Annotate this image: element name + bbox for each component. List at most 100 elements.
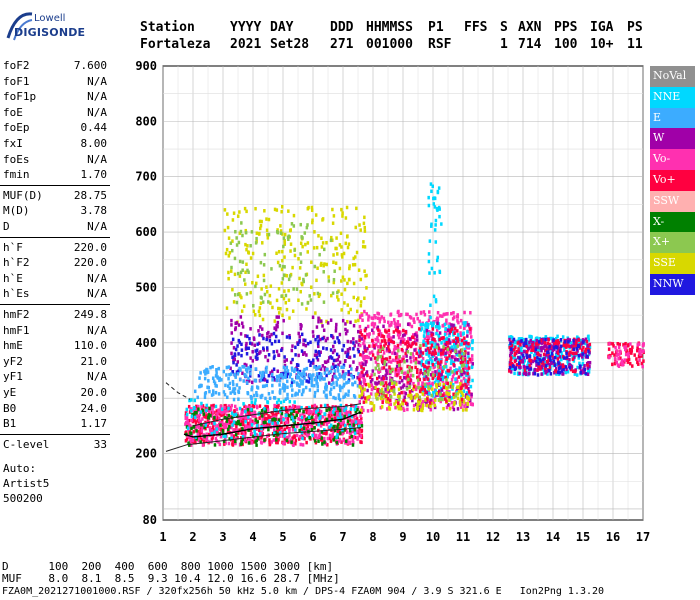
data-point: [384, 387, 387, 392]
data-point: [266, 348, 269, 352]
data-point: [340, 292, 343, 296]
data-point: [444, 362, 447, 366]
data-point: [526, 365, 529, 370]
data-point: [429, 341, 432, 345]
data-point: [511, 364, 515, 368]
data-point: [401, 333, 405, 338]
data-point: [272, 438, 275, 442]
data-point: [342, 422, 345, 427]
data-point: [416, 352, 420, 356]
data-point: [343, 423, 347, 428]
data-point: [266, 408, 270, 412]
data-point: [223, 406, 226, 410]
data-point: [460, 397, 464, 402]
data-point: [359, 315, 362, 320]
data-point: [256, 436, 260, 441]
data-point: [469, 384, 473, 389]
data-point: [267, 373, 271, 378]
data-point: [437, 333, 441, 338]
data-point: [223, 425, 226, 429]
data-point: [338, 266, 342, 271]
data-point: [215, 371, 218, 375]
data-point: [412, 407, 416, 412]
data-point: [396, 323, 400, 327]
data-point: [445, 377, 448, 382]
data-point: [219, 427, 222, 431]
data-point: [256, 356, 259, 361]
data-point: [380, 387, 384, 392]
data-point: [402, 398, 405, 403]
data-point: [287, 237, 290, 241]
data-point: [197, 404, 200, 409]
data-point: [303, 376, 306, 381]
data-point: [295, 413, 298, 418]
data-point: [461, 393, 465, 397]
data-point: [428, 271, 431, 275]
data-point: [298, 428, 301, 433]
data-point: [239, 332, 243, 336]
data-point: [343, 394, 347, 398]
data-point: [272, 417, 276, 421]
data-point: [421, 381, 424, 385]
data-point: [469, 310, 472, 315]
data-point: [584, 351, 587, 355]
data-point: [525, 353, 528, 358]
data-point: [355, 367, 358, 372]
data-point: [276, 324, 279, 329]
data-point: [393, 392, 396, 396]
data-point: [429, 384, 432, 389]
data-point: [198, 422, 201, 426]
data-point: [348, 266, 351, 271]
data-point: [359, 408, 363, 413]
data-point: [445, 399, 448, 403]
data-point: [300, 420, 304, 425]
data-point: [428, 367, 432, 371]
data-point: [325, 347, 328, 351]
data-point: [411, 333, 415, 337]
data-point: [307, 432, 311, 436]
data-point: [336, 365, 340, 370]
data-point: [470, 354, 474, 358]
data-point: [452, 330, 455, 335]
data-point: [562, 368, 565, 372]
data-point: [586, 363, 589, 367]
data-point: [261, 371, 265, 375]
data-point: [318, 365, 321, 369]
data-point: [331, 291, 335, 295]
data-point: [281, 232, 284, 236]
data-point: [431, 324, 435, 328]
data-point: [340, 279, 343, 283]
data-point: [243, 404, 246, 409]
data-point: [544, 368, 547, 372]
data-point: [280, 204, 284, 209]
data-point: [340, 421, 343, 425]
data-point: [354, 404, 358, 408]
data-point: [203, 376, 207, 381]
data-point: [385, 330, 388, 334]
data-point: [616, 341, 619, 346]
data-point: [274, 417, 277, 422]
param-key: foEs: [3, 152, 30, 166]
data-point: [459, 399, 462, 403]
data-point: [431, 351, 434, 356]
data-point: [338, 408, 342, 413]
data-point: [515, 363, 519, 367]
data-point: [546, 350, 549, 355]
data-point: [302, 369, 305, 374]
data-point: [548, 342, 551, 347]
data-point: [568, 366, 572, 370]
data-point: [460, 391, 464, 395]
data-point: [300, 281, 303, 286]
data-point: [280, 406, 283, 411]
data-point: [467, 397, 471, 401]
param-row: hmF2 249.8: [0, 307, 110, 323]
data-point: [223, 437, 227, 441]
data-point: [450, 323, 453, 327]
data-point: [419, 350, 423, 354]
data-point: [312, 246, 316, 250]
data-point: [263, 438, 266, 442]
data-point: [369, 392, 373, 396]
data-point: [427, 354, 431, 358]
data-point: [466, 379, 470, 383]
data-point: [384, 389, 388, 393]
